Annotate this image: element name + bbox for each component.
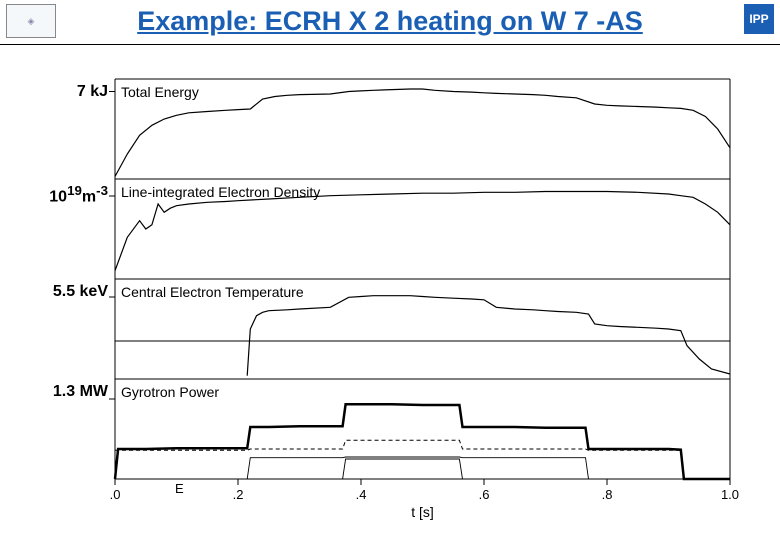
chart-area: 7 kJTotal Energy1019m-3Line-integrated E… (0, 44, 780, 540)
header: ◈ Example: ECRH X 2 heating on W 7 -AS I… (0, 0, 780, 45)
trace (115, 192, 730, 271)
xtick-label: .4 (356, 487, 367, 502)
trace (115, 89, 730, 177)
panel-ylabel: 7 kJ (8, 83, 108, 101)
panel-ylabel: 1019m-3 (8, 183, 108, 206)
multipanel-chart: 7 kJTotal Energy1019m-3Line-integrated E… (0, 44, 780, 540)
xtick-label: .8 (602, 487, 613, 502)
svg-text:E: E (175, 481, 184, 496)
trace (247, 457, 730, 479)
trace (115, 404, 730, 479)
trace (343, 459, 730, 479)
xtick-label: .0 (110, 487, 121, 502)
trace (247, 296, 730, 376)
logo-right: IPP (744, 4, 774, 34)
xtick-label: .2 (233, 487, 244, 502)
panel-label: Gyrotron Power (121, 384, 219, 400)
xtick-label: .6 (479, 487, 490, 502)
xtick-label: 1.0 (721, 487, 739, 502)
panel-ylabel: 1.3 MW (8, 383, 108, 401)
panel-label: Total Energy (121, 84, 199, 100)
panel-ylabel: 5.5 keV (8, 283, 108, 301)
xaxis-label: t [s] (411, 504, 434, 520)
logo-left: ◈ (6, 4, 56, 38)
page-title: Example: ECRH X 2 heating on W 7 -AS (0, 0, 780, 37)
panel-label: Central Electron Temperature (121, 284, 304, 300)
trace (115, 440, 730, 479)
